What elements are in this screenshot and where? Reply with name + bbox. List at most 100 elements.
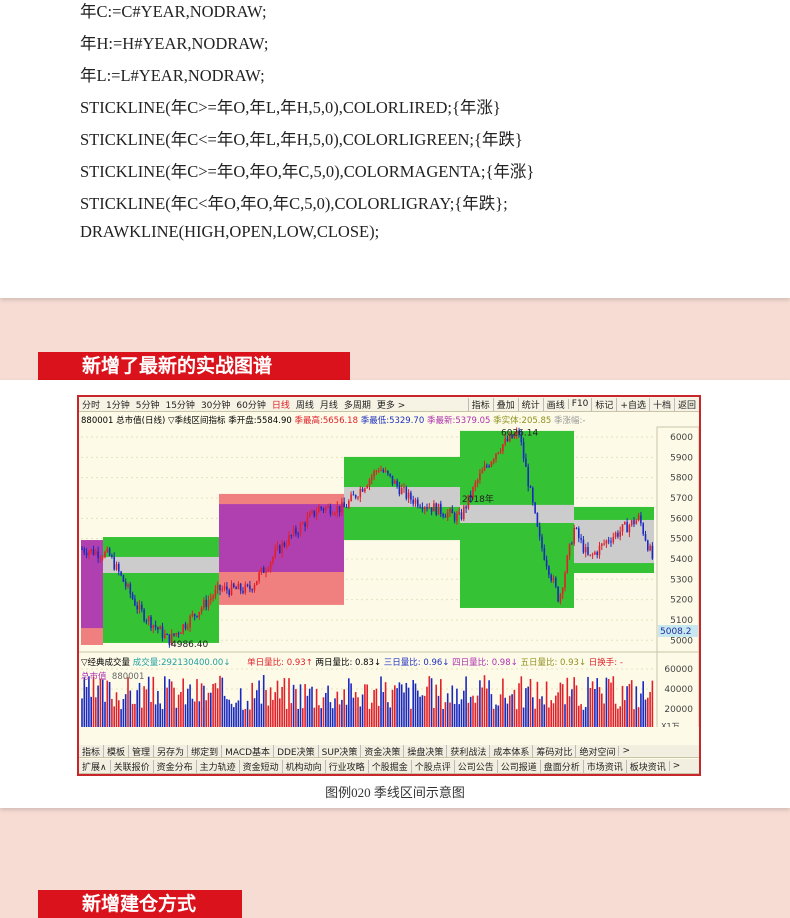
tb2-item[interactable]: 个股掘金 (367, 759, 411, 773)
volume-bar (267, 705, 270, 727)
volume-bar (511, 694, 513, 727)
candle-body (486, 465, 488, 467)
tb2-item[interactable]: 盘面分析 (539, 759, 583, 773)
tb2-item[interactable]: 扩展∧ (82, 762, 107, 773)
candle-body (124, 581, 127, 587)
tb2-item[interactable]: 公司报道 (496, 759, 540, 773)
tool-button[interactable]: F10 (567, 399, 592, 409)
volume-bar (115, 692, 118, 727)
volume-bar (329, 702, 332, 727)
tab-10[interactable]: 更多 > (376, 400, 406, 411)
tab-2[interactable]: 5分钟 (135, 400, 160, 411)
tb1-item[interactable]: 成本体系 (489, 744, 532, 758)
volume-bar (168, 679, 171, 727)
tab-3[interactable]: 15分钟 (165, 400, 195, 411)
candle-body (161, 626, 164, 638)
volume-bar (504, 697, 506, 727)
tb2-item[interactable]: 公司公告 (453, 759, 497, 773)
candle-body (223, 586, 226, 589)
tb1-item[interactable]: DDE决策 (273, 744, 318, 758)
candle-body (421, 507, 424, 510)
tb1-item[interactable]: 资金决策 (360, 744, 403, 758)
candle-body (350, 494, 352, 501)
tool-button[interactable]: 十档 (648, 397, 674, 411)
candle-body (527, 466, 529, 487)
tb1-item[interactable]: 筹码对比 (532, 744, 575, 758)
candle-body (134, 598, 136, 606)
candle-body (366, 485, 368, 489)
tb2-item[interactable]: 个股点评 (410, 759, 454, 773)
volume-bar (366, 684, 368, 727)
volume-bar (226, 699, 228, 727)
tb2-item[interactable]: 关联报价 (109, 759, 153, 773)
candle-body (219, 584, 221, 591)
volume-indicator-name: ▽经典成交量 (81, 658, 131, 668)
volume-bar (281, 686, 283, 727)
tb1-item[interactable]: 操盘决策 (403, 744, 446, 758)
tb2-item[interactable]: 行业攻略 (324, 759, 368, 773)
low-label: 季最低: (360, 416, 390, 426)
tb2-item[interactable]: 板块资讯 (625, 759, 669, 773)
candle-body (251, 589, 253, 591)
volume-bar (446, 693, 449, 727)
tool-button[interactable]: 返回 (673, 397, 699, 411)
candle-body (239, 583, 242, 591)
tool-button[interactable]: 指标 (467, 397, 493, 411)
tab-8[interactable]: 月线 (319, 400, 338, 411)
tool-button[interactable]: +自选 (616, 397, 649, 411)
candle-body (396, 480, 398, 486)
tb1-item[interactable]: SUP决策 (317, 744, 361, 758)
volume-bar (451, 685, 454, 727)
tb2-item[interactable]: 资金短动 (238, 759, 282, 773)
tb1-item[interactable]: MACD基本 (221, 744, 273, 758)
high-label: 季最高: (294, 416, 323, 426)
candle-body (221, 588, 224, 591)
candle-body (313, 510, 316, 517)
tb2-item[interactable]: > (668, 761, 684, 771)
candle-body (538, 526, 541, 537)
tab-7[interactable]: 周线 (295, 400, 314, 411)
tab-6[interactable]: 日线 (271, 400, 290, 411)
tb2-item[interactable]: 资金分布 (152, 759, 196, 773)
price-chart[interactable]: 6000 5900 5800 5700 5600 5500 5400 5300 5200 5100… (79, 397, 699, 727)
tb1-item[interactable]: 另存为 (153, 744, 187, 758)
tb1-item[interactable]: 绑定到 (187, 744, 221, 758)
volume-bar (607, 679, 610, 727)
tool-button[interactable]: 标记 (591, 397, 616, 411)
tab-5[interactable]: 60分钟 (236, 400, 266, 411)
candle-body (368, 479, 371, 486)
volume-bar (428, 676, 431, 727)
code-line: STICKLINE(年C>=年O,年O,年C,5,0),COLORMAGENTA… (80, 162, 535, 181)
volume-bar (239, 688, 242, 727)
tb1-item[interactable]: 获利战法 (446, 744, 489, 758)
tb1-item[interactable]: 模板 (103, 744, 128, 758)
tab-1[interactable]: 1分钟 (106, 400, 130, 411)
tab-0[interactable]: 分时 (82, 400, 101, 411)
volume-bar (375, 688, 378, 727)
candle-body (522, 442, 525, 459)
tab-4[interactable]: 30分钟 (200, 400, 231, 411)
tool-button[interactable]: 叠加 (492, 397, 518, 411)
tb2-item[interactable]: 主力轨迹 (195, 759, 239, 773)
tb1-item[interactable]: 管理 (128, 744, 153, 758)
candle-body (166, 634, 168, 636)
candle-body (534, 502, 536, 513)
tab-9[interactable]: 多周期 (343, 400, 371, 411)
volume-bar (384, 682, 387, 727)
volume-bar (214, 683, 217, 727)
candle-body (621, 524, 624, 532)
tb1-item[interactable]: 指标 (82, 747, 101, 758)
candle-body (578, 528, 580, 539)
candle-body (90, 549, 92, 552)
tb1-item[interactable]: 绝对空间 (575, 744, 618, 758)
candle-body (212, 596, 214, 599)
tool-button[interactable]: 画线 (542, 397, 568, 411)
tool-button[interactable]: 统计 (517, 397, 543, 411)
tb2-item[interactable]: 市场资讯 (582, 759, 626, 773)
tb1-item[interactable]: > (618, 746, 633, 756)
volume-bar (640, 693, 642, 727)
candle-body (610, 541, 612, 543)
candle-body (207, 600, 210, 608)
candle-body (573, 527, 575, 544)
tb2-item[interactable]: 机构动向 (281, 759, 325, 773)
